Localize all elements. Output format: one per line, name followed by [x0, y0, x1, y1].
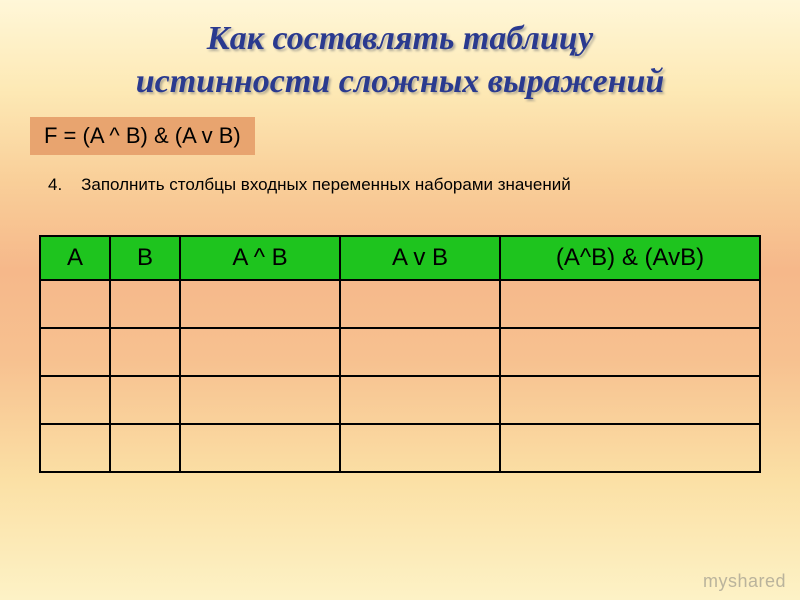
col-header: A: [40, 236, 110, 280]
table-row: [40, 376, 760, 424]
step-instruction: 4. Заполнить столбцы входных переменных …: [48, 175, 800, 195]
table-cell: [500, 328, 760, 376]
step-text: Заполнить столбцы входных переменных наб…: [81, 175, 571, 194]
table-cell: [110, 376, 180, 424]
table-cell: [180, 424, 340, 472]
table-cell: [40, 280, 110, 328]
col-header: A v B: [340, 236, 500, 280]
table-row: [40, 328, 760, 376]
table-cell: [40, 328, 110, 376]
slide-title-line2: истинности сложных выражений: [0, 61, 800, 104]
table-cell: [340, 424, 500, 472]
table-cell: [40, 376, 110, 424]
truth-table: A B A ^ B A v B (A^B) & (AvB): [39, 235, 761, 473]
col-header: B: [110, 236, 180, 280]
table-cell: [180, 376, 340, 424]
col-header: A ^ B: [180, 236, 340, 280]
table-cell: [340, 280, 500, 328]
table-cell: [110, 328, 180, 376]
watermark: myshared: [703, 571, 786, 592]
table-cell: [500, 376, 760, 424]
table-header-row: A B A ^ B A v B (A^B) & (AvB): [40, 236, 760, 280]
table-cell: [180, 328, 340, 376]
col-header: (A^B) & (AvB): [500, 236, 760, 280]
slide-title: Как составлять таблицу истинности сложны…: [0, 0, 800, 103]
table-cell: [500, 280, 760, 328]
formula-box: F = (A ^ B) & (A v B): [30, 117, 255, 155]
table-cell: [110, 280, 180, 328]
table-row: [40, 424, 760, 472]
table-row: [40, 280, 760, 328]
slide-title-line1: Как составлять таблицу: [0, 18, 800, 61]
table-cell: [40, 424, 110, 472]
table-cell: [110, 424, 180, 472]
step-number: 4.: [48, 175, 62, 194]
formula-text: F = (A ^ B) & (A v B): [44, 123, 241, 148]
table-cell: [180, 280, 340, 328]
table-cell: [500, 424, 760, 472]
table-cell: [340, 328, 500, 376]
table-cell: [340, 376, 500, 424]
watermark-text: myshared: [703, 571, 786, 591]
